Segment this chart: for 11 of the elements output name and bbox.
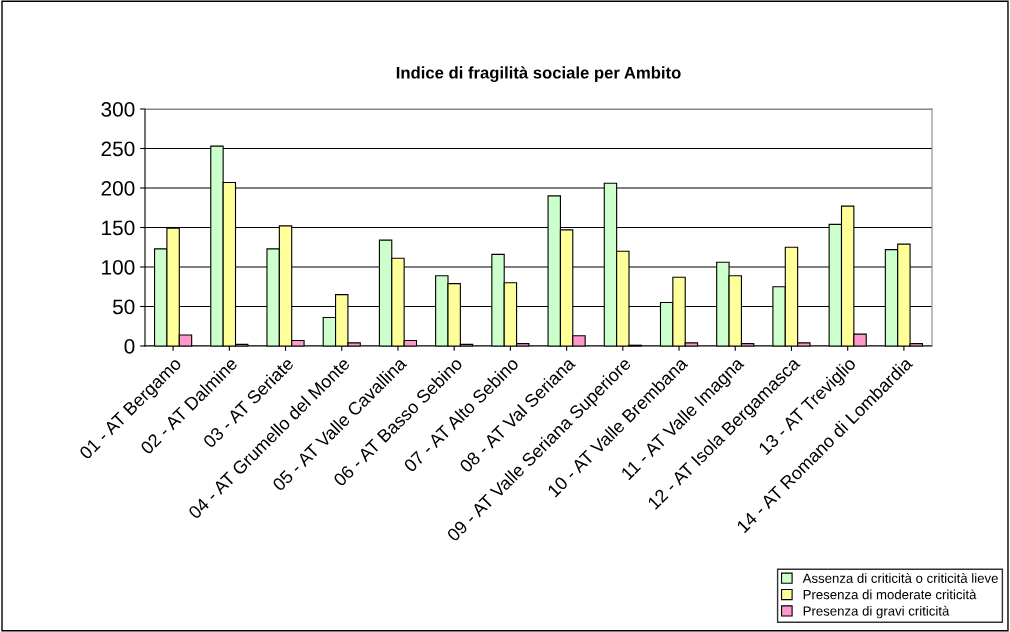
legend-label: Presenza di moderate criticità — [803, 589, 977, 600]
legend-label: Presenza di gravi criticità — [803, 605, 950, 619]
y-tick-label: 250 — [101, 141, 135, 157]
chart-title: Indice di fragilità sociale per Ambito — [396, 66, 681, 82]
y-tick-label: 0 — [124, 339, 135, 354]
y-tick-label: 50 — [112, 299, 135, 315]
y-tick-label: 300 — [101, 102, 135, 117]
y-tick-label: 150 — [102, 220, 135, 236]
legend-label: Assenza di criticità o criticità lieve — [802, 573, 998, 583]
y-tick-label: 100 — [102, 260, 135, 275]
y-tick-label: 200 — [101, 181, 135, 196]
